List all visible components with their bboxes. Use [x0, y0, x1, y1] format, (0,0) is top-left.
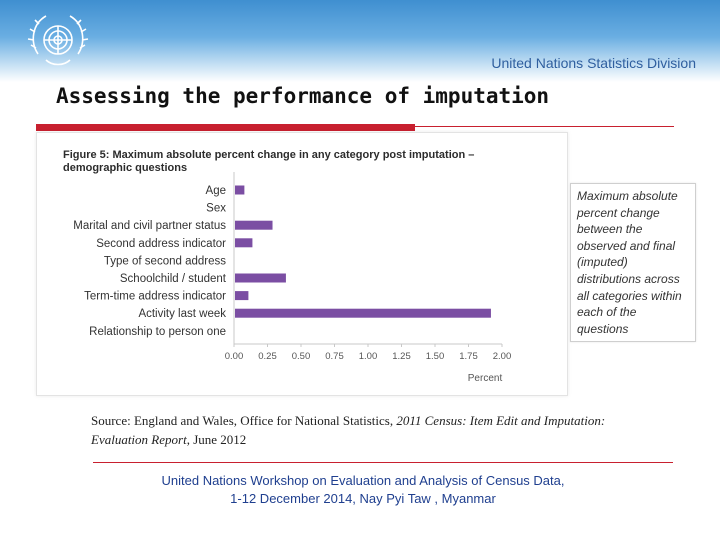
- footer-line1: United Nations Workshop on Evaluation an…: [161, 473, 565, 488]
- source-citation: Source: England and Wales, Office for Na…: [91, 411, 611, 449]
- footer: United Nations Workshop on Evaluation an…: [96, 472, 630, 508]
- figure-title-line2: demographic questions: [63, 162, 188, 174]
- category-label: Relationship to person one: [89, 326, 226, 338]
- bar: [235, 291, 249, 301]
- source-suffix: , June 2012: [186, 432, 247, 447]
- bar: [235, 238, 253, 248]
- x-tick-label: 1.50: [426, 351, 445, 362]
- figure-title-line1: Figure 5: Maximum absolute percent chang…: [63, 149, 475, 161]
- category-label: Type of second address: [104, 255, 226, 267]
- title-accent-bar: [36, 124, 415, 131]
- header-banner: United Nations Statistics Division: [0, 0, 720, 82]
- category-label: Schoolchild / student: [120, 273, 227, 285]
- bar-chart: Age Sex Marital and civil partner status Se…: [73, 172, 512, 384]
- x-tick-label: 0.75: [325, 351, 344, 362]
- x-tick-label: 2.00: [493, 351, 512, 362]
- x-tick-label: 0.00: [225, 351, 244, 362]
- source-title: 2011 Census: Item Edit and Imputation: E…: [91, 413, 606, 447]
- figure-title: Figure 5: Maximum absolute percent chang…: [63, 149, 533, 175]
- bar: [235, 273, 286, 283]
- source-prefix: Source: England and Wales, Office for Na…: [91, 413, 397, 428]
- bar: [235, 185, 245, 195]
- bar: [235, 220, 273, 230]
- footer-divider: [93, 462, 673, 463]
- x-axis-label: Percent: [468, 373, 503, 384]
- category-label: Marital and civil partner status: [73, 220, 226, 232]
- category-label: Term-time address indicator: [84, 291, 226, 303]
- slide-title: Assessing the performance of imputation: [56, 84, 550, 108]
- org-name: United Nations Statistics Division: [491, 55, 696, 71]
- bar: [235, 308, 491, 318]
- category-label: Sex: [206, 203, 226, 215]
- category-label: Age: [206, 185, 226, 197]
- x-tick-label: 1.75: [459, 351, 478, 362]
- chart-note: Maximum absolute percent change between …: [570, 183, 696, 343]
- footer-line2: 1-12 December 2014, Nay Pyi Taw , Myanma…: [230, 491, 496, 506]
- x-tick-label: 1.00: [359, 351, 378, 362]
- x-tick-label: 0.25: [258, 351, 277, 362]
- category-label: Second address indicator: [96, 238, 226, 250]
- category-label: Activity last week: [138, 308, 226, 320]
- figure-panel: [36, 132, 568, 396]
- x-tick-label: 0.50: [292, 351, 311, 362]
- x-tick-label: 1.25: [392, 351, 411, 362]
- un-emblem-icon: [27, 15, 89, 66]
